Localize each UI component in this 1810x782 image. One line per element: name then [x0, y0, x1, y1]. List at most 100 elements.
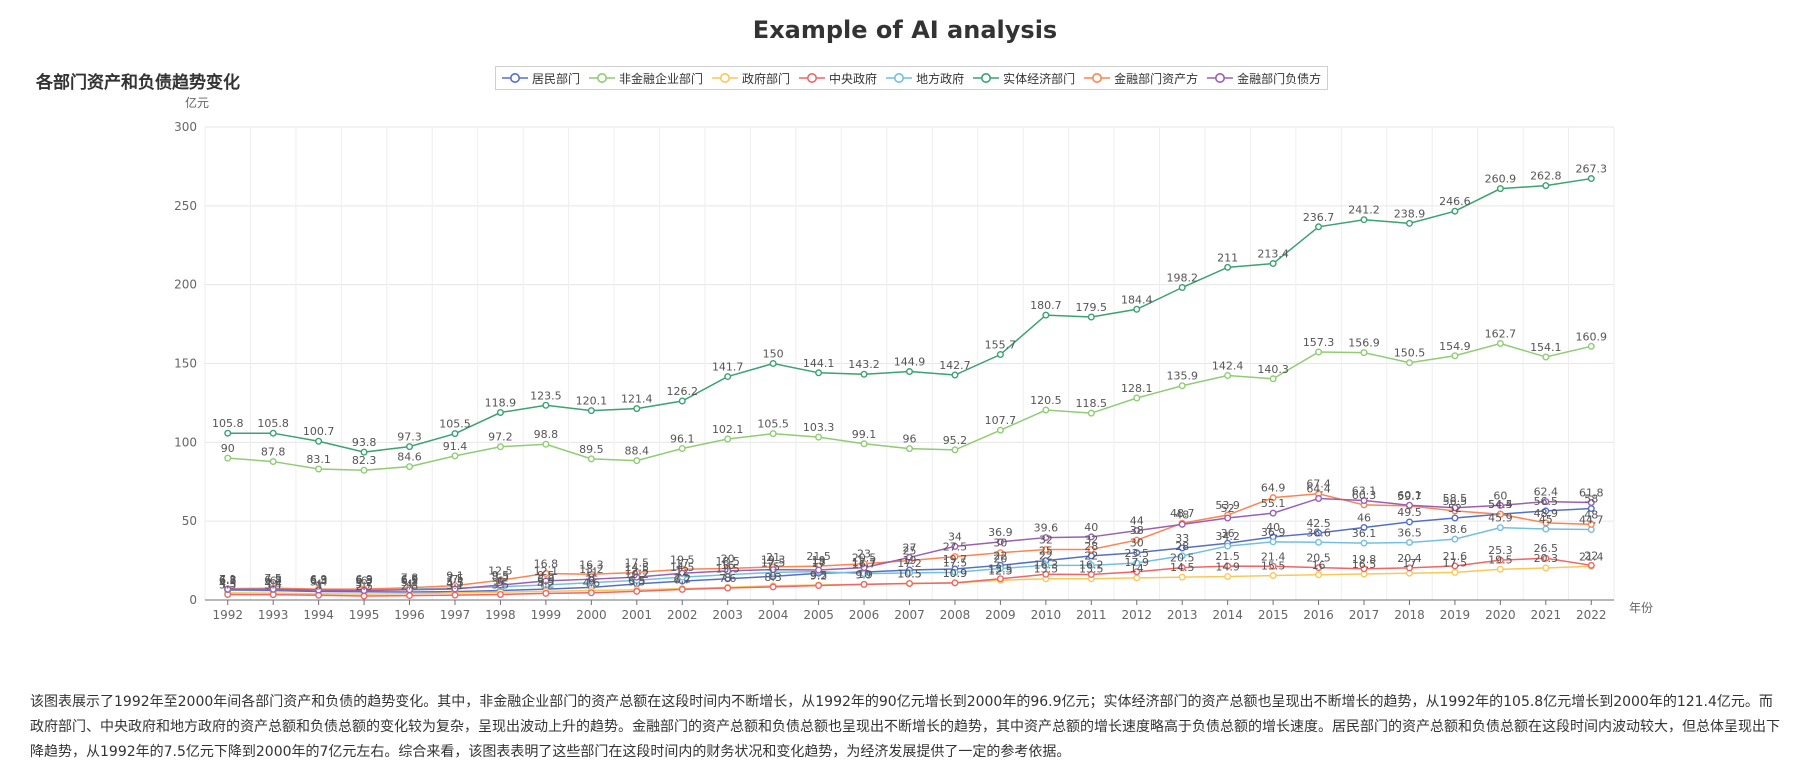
data-label: 262.8: [1530, 170, 1562, 183]
data-point: [1087, 561, 1095, 569]
data-point: [678, 444, 686, 452]
legend-label: 金融部门资产方: [1114, 71, 1199, 86]
legend-item[interactable]: 非金融企业部门: [589, 70, 703, 87]
data-label: 38.6: [1443, 523, 1468, 536]
legend-item[interactable]: 金融部门资产方: [1084, 70, 1198, 87]
data-label: 142.7: [939, 359, 971, 372]
data-label: 20.3: [1534, 552, 1559, 565]
data-point: [1315, 529, 1323, 537]
data-label: 20.5: [1306, 552, 1331, 565]
data-point: [1269, 375, 1277, 383]
data-label: 154.9: [1439, 340, 1471, 353]
data-point: [587, 575, 595, 583]
x-tick-label: 2006: [849, 608, 880, 622]
data-label: 142.4: [1212, 359, 1244, 372]
data-point: [360, 448, 368, 456]
data-label: 7.2: [673, 573, 691, 586]
data-label: 17: [1402, 557, 1416, 570]
data-label: 13.5: [715, 563, 740, 576]
chart-legend: 居民部门 非金融企业部门 政府部门 中央政府 地方政府 实体经济部门 金融部门资产方 金融部门…: [495, 66, 1329, 90]
data-point: [769, 430, 777, 438]
data-label: 6.3: [355, 574, 373, 587]
data-label: 13.5: [1079, 563, 1104, 576]
data-label: 7.8: [401, 572, 419, 585]
legend-item[interactable]: 政府部门: [712, 70, 790, 87]
data-label: 198.2: [1166, 272, 1198, 285]
data-point: [451, 585, 459, 593]
data-label: 19.5: [1488, 553, 1513, 566]
data-point: [542, 589, 550, 597]
legend-item[interactable]: 地方政府: [886, 70, 964, 87]
data-point: [1224, 542, 1232, 550]
data-point: [678, 585, 686, 593]
analysis-summary: 该图表展示了1992年至2000年间各部门资产和负债的趋势变化。其中，非金融企业…: [30, 694, 1780, 760]
data-point: [1133, 549, 1141, 557]
data-label: 95.2: [943, 434, 968, 447]
data-point: [1542, 554, 1550, 562]
data-point: [1405, 219, 1413, 227]
legend-item[interactable]: 居民部门: [502, 70, 580, 87]
data-label: 5.5: [628, 575, 646, 588]
data-label: 19.5: [670, 553, 695, 566]
data-label: 120.5: [1030, 394, 1062, 407]
data-point: [542, 570, 550, 578]
data-label: 89.5: [579, 443, 604, 456]
legend-item[interactable]: 金融部门负债方: [1207, 70, 1321, 87]
data-label: 123.5: [530, 389, 562, 402]
data-label: 16.5: [1352, 558, 1377, 571]
data-point: [1087, 570, 1095, 578]
data-label: 54.4: [1488, 498, 1513, 511]
data-label: 9.5: [492, 569, 510, 582]
data-label: 14.5: [625, 561, 650, 574]
y-tick-label: 150: [174, 357, 197, 371]
data-label: 17.5: [761, 556, 786, 569]
data-label: 16.3: [579, 558, 604, 571]
data-label: 61.8: [1579, 487, 1604, 500]
data-point: [1224, 371, 1232, 379]
data-point: [1042, 570, 1050, 578]
data-point: [1405, 564, 1413, 572]
data-label: 16: [1312, 559, 1326, 572]
data-point: [633, 405, 641, 413]
data-label: 20.5: [852, 552, 877, 565]
data-label: 12.5: [625, 564, 650, 577]
data-label: 103.3: [803, 421, 835, 434]
data-point: [1269, 572, 1277, 580]
data-label: 267.3: [1576, 163, 1608, 176]
data-label: 6.8: [264, 573, 282, 586]
data-point: [315, 586, 323, 594]
data-point: [269, 458, 277, 466]
data-label: 59.7: [1397, 490, 1422, 503]
data-point: [815, 566, 823, 574]
data-label: 156.9: [1348, 337, 1380, 350]
data-label: 15.5: [1261, 560, 1286, 573]
data-label: 27.5: [943, 541, 968, 554]
data-label: 102.1: [712, 423, 744, 436]
data-label: 6.2: [219, 574, 237, 587]
data-point: [724, 584, 732, 592]
data-point: [860, 370, 868, 378]
legend-label: 非金融企业部门: [619, 71, 704, 86]
data-label: 44: [1130, 515, 1144, 528]
data-point: [1360, 539, 1368, 547]
data-label: 17.5: [1443, 556, 1468, 569]
data-label: 8: [588, 571, 595, 584]
data-label: 18: [812, 556, 826, 569]
data-point: [315, 437, 323, 445]
legend-line-icon: [1207, 73, 1234, 83]
legend-item[interactable]: 中央政府: [799, 70, 877, 87]
data-label: 7.5: [446, 572, 464, 585]
data-point: [678, 397, 686, 405]
data-point: [496, 590, 504, 598]
data-point: [1587, 175, 1595, 183]
data-label: 236.7: [1303, 211, 1335, 224]
data-label: 27: [903, 541, 917, 554]
data-label: 96: [903, 433, 917, 446]
data-label: 9.5: [810, 569, 828, 582]
legend-item[interactable]: 实体经济部门: [973, 70, 1075, 87]
data-point: [1087, 552, 1095, 560]
data-point: [1496, 501, 1504, 509]
data-label: 179.5: [1076, 301, 1108, 314]
data-point: [1269, 562, 1277, 570]
data-point: [1587, 499, 1595, 507]
